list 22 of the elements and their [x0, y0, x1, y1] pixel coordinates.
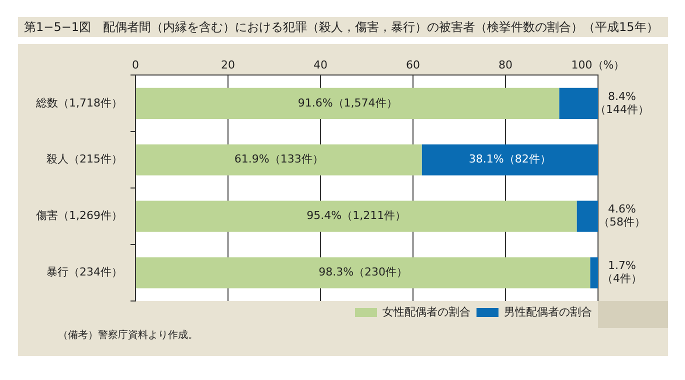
data-label: 91.6%（1,574件）	[298, 96, 398, 110]
text: （備考）警察庁資料より作成。	[58, 328, 198, 342]
x-tick-label: 60	[406, 58, 420, 72]
x-tick-label: 20	[220, 58, 235, 72]
chart-title: 第1−5−1図 配偶者間（内縁を含む）における犯罪（殺人，傷害，暴行）の被害者（検挙件数の割合）（平成15年）	[18, 17, 668, 37]
data-label: 8.4%（144件）	[595, 90, 649, 116]
y-tick-label: 総数（1,718件）	[34, 96, 122, 110]
legend-label: 男性配偶者の割合	[504, 305, 592, 318]
data-label: 98.3%（230件）	[318, 266, 408, 279]
x-tick-label: 40	[313, 58, 328, 72]
legend-label: 女性配偶者の割合	[382, 305, 470, 318]
x-tick-label: 100（%）	[571, 58, 625, 72]
data-label: 95.4%（1,211件）	[306, 209, 406, 222]
y-tick-label: 殺人（215件）	[46, 152, 122, 166]
data-label: 4.6%（58件）	[598, 202, 646, 229]
x-tick-label: 0	[132, 58, 139, 72]
data-label: 61.9%（133件）	[234, 152, 324, 166]
data-label: 38.1%（82件）	[468, 152, 551, 166]
y-tick-label: 暴行（234件）	[46, 266, 122, 279]
y-tick-label: 傷害（1,269件）	[36, 209, 122, 222]
x-tick-label: 80	[498, 58, 512, 72]
data-label: 1.7%（4件）	[602, 259, 642, 286]
